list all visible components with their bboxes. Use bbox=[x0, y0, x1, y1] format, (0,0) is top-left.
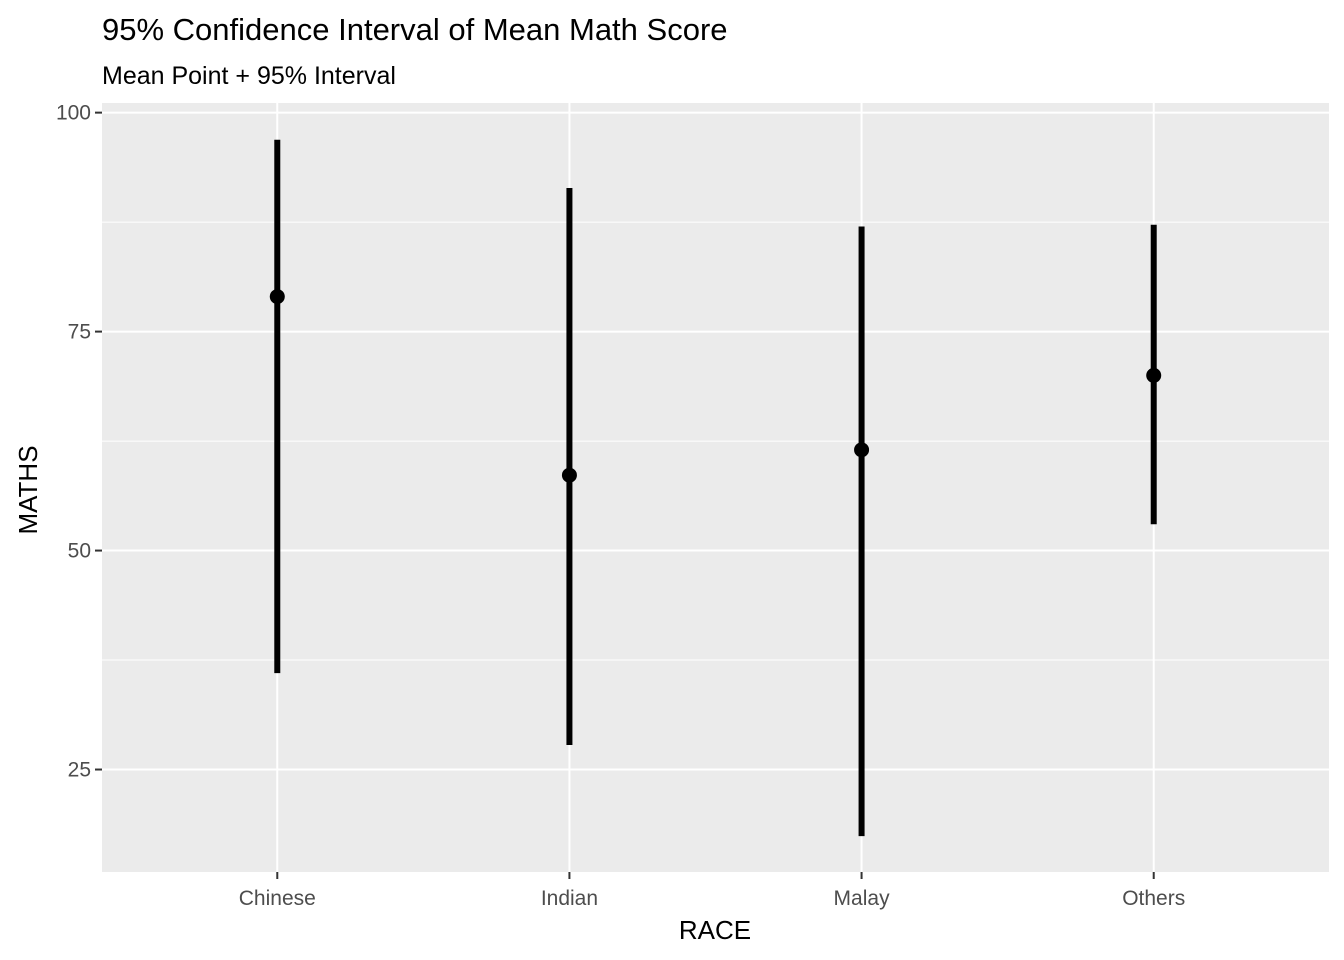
grid-minor-lines bbox=[102, 221, 1329, 661]
mean-point-indian bbox=[561, 467, 577, 483]
mean-point-chinese bbox=[269, 289, 285, 305]
plot-panel bbox=[102, 103, 1329, 872]
x-axis: Chinese Indian Malay Others bbox=[239, 872, 1185, 910]
x-tick-label-indian: Indian bbox=[541, 887, 598, 910]
x-axis-title: RACE bbox=[679, 915, 751, 945]
x-tick-label-malay: Malay bbox=[834, 887, 891, 910]
y-tick-label: 75 bbox=[68, 321, 91, 344]
mean-point-malay bbox=[854, 442, 870, 458]
error-bars bbox=[269, 139, 1162, 837]
mean-point-others bbox=[1146, 367, 1162, 383]
y-tick-label: 100 bbox=[56, 102, 91, 125]
x-tick-label-chinese: Chinese bbox=[239, 887, 316, 910]
chart-title: 95% Confidence Interval of Mean Math Sco… bbox=[102, 12, 728, 47]
y-tick-label: 50 bbox=[68, 540, 91, 563]
y-axis: 25 50 75 100 bbox=[56, 102, 102, 782]
chart-subtitle: Mean Point + 95% Interval bbox=[102, 62, 396, 90]
y-axis-title: MATHS bbox=[13, 445, 43, 534]
y-tick-label: 25 bbox=[68, 759, 91, 782]
x-tick-label-others: Others bbox=[1122, 887, 1185, 910]
